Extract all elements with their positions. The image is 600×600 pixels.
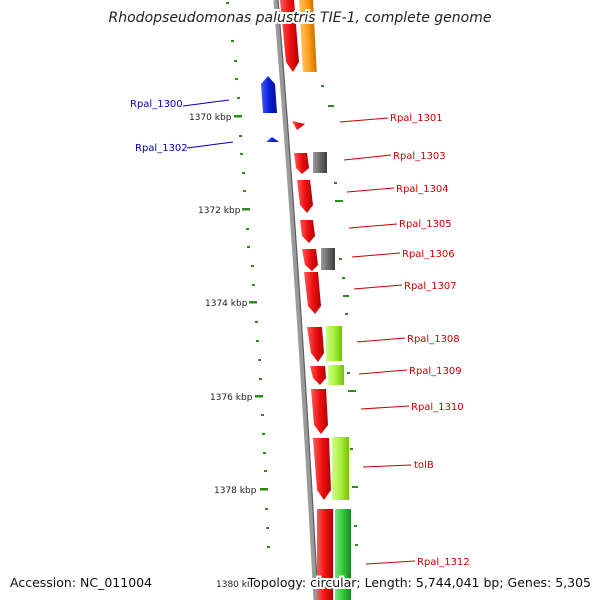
scale-major-ticks — [234, 115, 272, 584]
scale-label-1372: 1372 kbp — [198, 206, 241, 216]
label-connectors — [182, 99, 416, 565]
gene-Rpal_1300[interactable] — [261, 76, 277, 113]
accession-text: Accession: NC_011004 — [10, 575, 152, 590]
gene-label-Rpal_1312[interactable]: Rpal_1312 — [417, 557, 470, 568]
gene-label-Rpal_1309[interactable]: Rpal_1309 — [409, 366, 462, 377]
cog-box-top-orange — [299, 0, 317, 72]
gene-label-Rpal_1303[interactable]: Rpal_1303 — [393, 151, 446, 162]
gene-label-Rpal_1301[interactable]: Rpal_1301 — [390, 113, 443, 124]
gene-label-Rpal_1305[interactable]: Rpal_1305 — [399, 219, 452, 230]
scale-label-1370: 1370 kbp — [189, 113, 232, 123]
gene-Rpal_1302[interactable] — [266, 137, 279, 142]
gene-label-Rpal_1300[interactable]: Rpal_1300 — [130, 99, 183, 110]
gene-label-Rpal_1304[interactable]: Rpal_1304 — [396, 184, 449, 195]
gene-Rpal_1304[interactable] — [297, 180, 313, 213]
gene-tolB[interactable] — [313, 437, 349, 500]
gene-Rpal_1305[interactable] — [300, 220, 315, 243]
genome-summary-text: Topology: circular; Length: 5,744,041 bp… — [247, 575, 591, 590]
genome-backbone — [273, 0, 319, 600]
gene-label-tolB[interactable]: tolB — [414, 460, 434, 471]
gene-Rpal_1306[interactable] — [302, 248, 335, 271]
gene-Rpal_1308[interactable] — [307, 326, 342, 362]
gene-Rpal_1299-fwd[interactable] — [280, 0, 299, 72]
gene-Rpal_1303[interactable] — [294, 152, 327, 174]
scale-label-1378: 1378 kbp — [214, 486, 257, 496]
scale-track-left — [226, 2, 270, 548]
genome-backbone-shadow — [277, 0, 319, 600]
scale-label-1376: 1376 kbp — [210, 393, 253, 403]
gene-Rpal_1309[interactable] — [310, 365, 344, 385]
gene-label-Rpal_1302[interactable]: Rpal_1302 — [135, 143, 188, 154]
gene-Rpal_1312[interactable] — [317, 509, 351, 600]
map-title: Rhodopseudomonas palustris TIE-1, comple… — [109, 10, 492, 26]
scale-track-right — [321, 85, 358, 546]
gene-Rpal_1310[interactable] — [311, 389, 328, 434]
gene-label-Rpal_1307[interactable]: Rpal_1307 — [404, 281, 457, 292]
scale-label-1380: 1380 kbp — [216, 580, 259, 590]
scale-label-1374: 1374 kbp — [205, 299, 248, 309]
gene-label-Rpal_1308[interactable]: Rpal_1308 — [407, 334, 460, 345]
gene-Rpal_1301[interactable] — [292, 121, 305, 130]
gene-label-Rpal_1310[interactable]: Rpal_1310 — [411, 402, 464, 413]
gene-Rpal_1307[interactable] — [304, 272, 321, 314]
gene-label-Rpal_1306[interactable]: Rpal_1306 — [402, 249, 455, 260]
